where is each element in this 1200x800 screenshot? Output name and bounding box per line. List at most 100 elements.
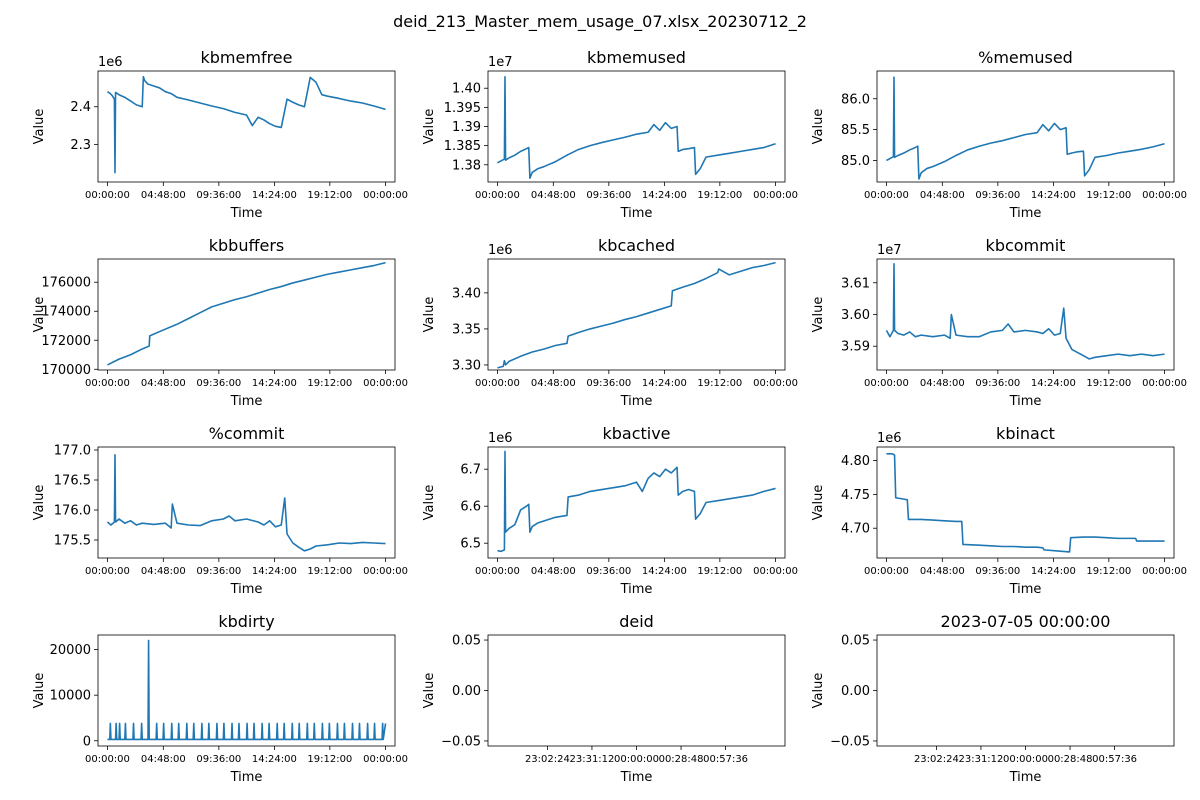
y-axis-label: Value: [811, 297, 826, 333]
y-axis-label: Value: [32, 297, 47, 333]
x-tick-label: 00:00:00: [85, 566, 130, 577]
x-tick-label: 09:36:00: [975, 566, 1020, 577]
x-tick-label: 23:31:12: [569, 754, 614, 765]
x-tick-label: 09:36:00: [196, 190, 241, 201]
x-tick-label: 00:00:00: [475, 378, 520, 389]
figure-title: deid_213_Master_mem_usage_07.xlsx_202307…: [393, 12, 807, 31]
x-tick-label: 00:00:00: [1142, 190, 1187, 201]
x-tick-label: 00:57:36: [1092, 754, 1137, 765]
x-tick-label: 09:36:00: [196, 754, 241, 765]
y-tick-label: 4.80: [841, 454, 870, 469]
subplot-title: kbdirty: [218, 612, 274, 631]
y-tick-label: 174000: [41, 305, 91, 320]
subplot-4: kbbuffers Time Value 170000 172000 174000 1760…: [32, 236, 408, 409]
x-tick-label: 00:00:00: [753, 190, 798, 201]
x-tick-label: 19:12:00: [307, 566, 352, 577]
y-axis-label: Value: [32, 109, 47, 145]
x-tick-label: 19:12:00: [697, 190, 742, 201]
x-axis-label: Time: [1009, 206, 1042, 221]
y-axis-label: Value: [32, 673, 47, 709]
x-tick-label: 14:24:00: [642, 190, 687, 201]
axes-frame: [487, 258, 786, 371]
y-tick-label: 10000: [50, 689, 91, 704]
x-tick-label: 19:12:00: [307, 378, 352, 389]
x-axis-label: Time: [620, 770, 653, 785]
axes-frame: [876, 70, 1175, 183]
x-tick-label: 00:00:00: [614, 754, 659, 765]
axis-offset-text: 1e6: [488, 243, 513, 258]
series-line: [497, 75, 776, 179]
x-tick-label: 19:12:00: [307, 754, 352, 765]
y-tick-label: 6.6: [460, 500, 481, 515]
y-tick-label: 20000: [50, 643, 91, 658]
x-tick-label: 23:31:12: [958, 754, 1003, 765]
x-tick-label: 00:00:00: [864, 378, 909, 389]
x-tick-label: 00:00:00: [753, 566, 798, 577]
x-axis-label: Time: [1009, 394, 1042, 409]
x-tick-label: 14:24:00: [252, 190, 297, 201]
axes-frame: [487, 446, 786, 559]
x-tick-label: 23:02:24: [525, 754, 570, 765]
x-tick-label: 14:24:00: [642, 378, 687, 389]
x-tick-label: 00:00:00: [363, 754, 408, 765]
axis-offset-text: 1e6: [877, 431, 902, 446]
axes-frame: [97, 634, 396, 747]
y-tick-label: −0.05: [830, 734, 870, 749]
y-tick-label: 3.61: [841, 276, 870, 291]
x-tick-label: 19:12:00: [1086, 378, 1131, 389]
y-tick-label: 2.3: [70, 138, 91, 153]
y-tick-label: 3.35: [452, 322, 481, 337]
subplot-8: kbactive Time Value 1e6 6.5 6.6 6.7 00:00:00 04:…: [422, 424, 798, 597]
subplot-11: deid Time Value −0.05 0.00 0.05 23:02:24 23:31:…: [422, 612, 786, 785]
series-line: [107, 261, 386, 366]
y-axis-label: Value: [422, 109, 437, 145]
x-axis-label: Time: [230, 770, 263, 785]
subplot-title: kbcommit: [986, 236, 1066, 255]
x-tick-label: 09:36:00: [586, 378, 631, 389]
x-tick-label: 19:12:00: [1086, 566, 1131, 577]
y-tick-label: 1.385: [444, 139, 481, 154]
x-tick-label: 04:48:00: [531, 378, 576, 389]
y-tick-label: 172000: [41, 334, 91, 349]
subplot-2: kbmemused Time Value 1e7 1.38 1.385 1.39 1.395 1…: [422, 48, 798, 221]
y-tick-label: 177.0: [54, 444, 91, 459]
x-tick-label: 14:24:00: [252, 754, 297, 765]
subplot-title: kbinact: [996, 424, 1055, 443]
x-axis-label: Time: [620, 394, 653, 409]
y-tick-label: 1.40: [452, 82, 481, 97]
subplot-6: kbcommit Time Value 1e7 3.59 3.60 3.61 00:00:00…: [811, 236, 1187, 409]
x-tick-label: 04:48:00: [531, 566, 576, 577]
x-axis-label: Time: [620, 206, 653, 221]
subplot-5: kbcached Time Value 1e6 3.30 3.35 3.40 00:00:00…: [422, 236, 798, 409]
series-line: [497, 450, 776, 553]
x-tick-label: 04:48:00: [531, 190, 576, 201]
x-axis-label: Time: [230, 582, 263, 597]
y-tick-label: 85.0: [841, 154, 870, 169]
series-line: [107, 75, 386, 174]
x-tick-label: 09:36:00: [586, 190, 631, 201]
axis-offset-text: 1e7: [488, 55, 513, 70]
y-tick-label: 2.4: [70, 100, 91, 115]
subplot-3: %memused Time Value 85.0 85.5 86.0 00:00:00 04:…: [811, 48, 1187, 221]
x-tick-label: 00:00:00: [475, 566, 520, 577]
x-tick-label: 04:48:00: [141, 190, 186, 201]
y-tick-label: 170000: [41, 363, 91, 378]
y-tick-label: 3.60: [841, 308, 870, 323]
x-tick-label: 00:00:00: [363, 190, 408, 201]
subplot-title: kbmemused: [587, 48, 686, 67]
axes-frame: [876, 634, 1175, 747]
x-axis-label: Time: [1009, 582, 1042, 597]
y-tick-label: 1.395: [444, 101, 481, 116]
x-tick-label: 19:12:00: [307, 190, 352, 201]
y-axis-label: Value: [811, 109, 826, 145]
y-axis-label: Value: [811, 485, 826, 521]
x-tick-label: 00:00:00: [864, 190, 909, 201]
x-tick-label: 04:48:00: [141, 754, 186, 765]
axis-offset-text: 1e7: [877, 243, 902, 258]
axis-offset-text: 1e6: [98, 55, 123, 70]
subplot-10: kbdirty Time Value 0 10000 20000 00:00:00 04:48…: [32, 612, 408, 785]
x-tick-label: 00:00:00: [85, 754, 130, 765]
axes-frame: [487, 70, 786, 183]
